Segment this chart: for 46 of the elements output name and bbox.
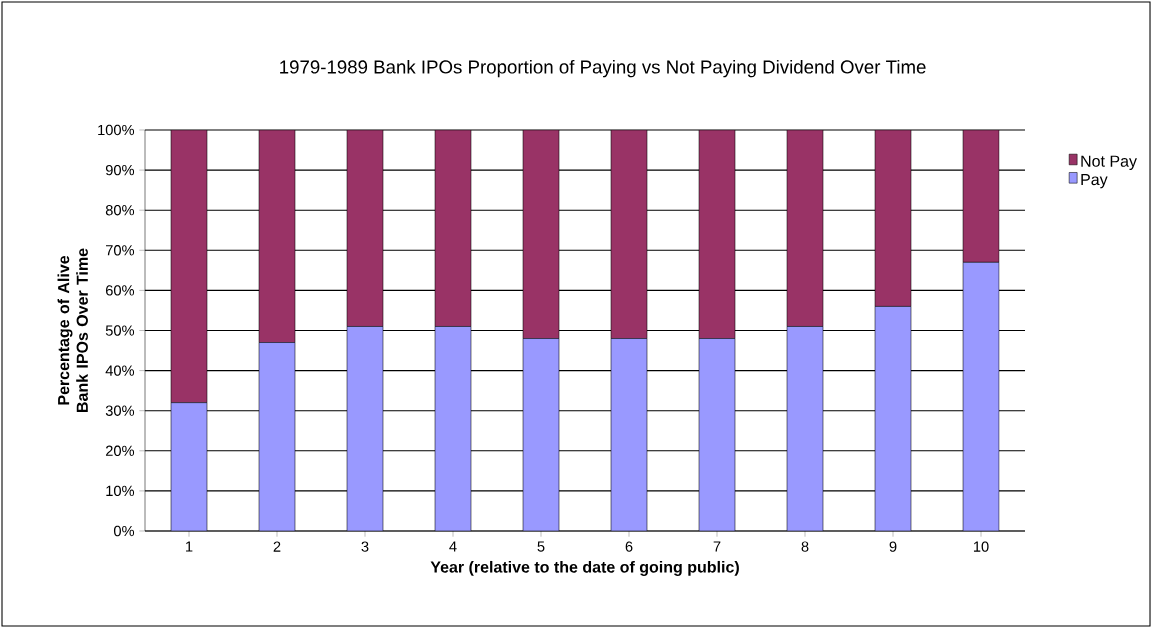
bar [610, 130, 648, 339]
bar [699, 338, 736, 531]
y-tick-label: 90% [105, 164, 135, 176]
bar [434, 130, 472, 327]
bar [698, 130, 736, 339]
y-tick-label: 80% [105, 205, 135, 216]
bar [786, 130, 824, 327]
bar [259, 342, 295, 531]
y-tick-label: 60% [106, 285, 135, 296]
y-tick-label: 20% [105, 445, 135, 456]
bar [346, 130, 384, 327]
bar [171, 402, 207, 531]
y-tick-label: 100% [98, 124, 135, 136]
x-tick-label: 9 [889, 541, 897, 552]
y-tick-label: 10% [106, 485, 135, 497]
bar [962, 130, 1000, 263]
x-tick-label: 4 [449, 541, 457, 552]
x-tick-label: 5 [537, 541, 545, 552]
y-tick-label: 70% [106, 245, 135, 256]
x-tick-label: 7 [713, 541, 721, 552]
bar [435, 326, 472, 531]
x-tick-label: 8 [801, 541, 809, 552]
y-tick-label: 0% [113, 525, 135, 537]
bar [875, 306, 912, 531]
x-axis-title: Year (relative to the date of going public) [430, 560, 739, 576]
y-tick-label: 30% [105, 405, 135, 416]
bar [170, 130, 208, 403]
bar [523, 338, 560, 531]
bar [962, 262, 1000, 531]
y-tick-label: 40% [105, 365, 135, 376]
bar [611, 338, 648, 531]
bar [347, 326, 384, 531]
x-tick-label: 2 [273, 541, 281, 552]
x-tick-label: 1 [186, 541, 193, 552]
legend-label: Pay [1081, 174, 1108, 189]
x-tick-label: 3 [361, 541, 369, 552]
bar [522, 130, 560, 339]
bar [258, 130, 296, 343]
x-tick-label: 10 [973, 541, 989, 552]
y-axis-title: Percentage of Alive Bank IPOs Over Time [57, 248, 88, 412]
y-tick-label: 50% [105, 325, 135, 336]
bar [787, 326, 824, 531]
chart-title: 1979-1989 Bank IPOs Proportion of Paying vs Not Paying Dividend Over Time [280, 59, 926, 78]
legend-label: Not Pay [1081, 155, 1137, 170]
bar [874, 130, 912, 307]
x-tick-label: 6 [625, 541, 633, 552]
